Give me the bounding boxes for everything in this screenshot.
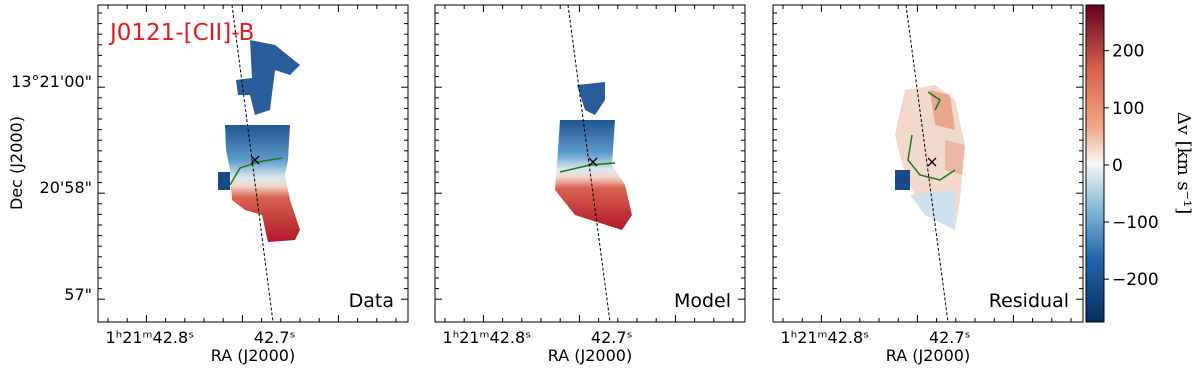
panel-label: Model	[674, 290, 731, 312]
y-tick-label: 13°21'00"	[11, 72, 92, 91]
panel-label: Data	[349, 290, 394, 312]
x-tick-label: 42.7ˢ	[591, 328, 633, 347]
model-map	[555, 82, 632, 230]
x-axis-label: RA (J2000)	[548, 346, 632, 365]
panel-frame	[772, 4, 1084, 323]
y-axis-label: Dec (J2000)	[7, 116, 26, 210]
center-marker	[250, 155, 937, 167]
x-tick-label: 1ʰ21ᵐ42.8ˢ	[443, 328, 532, 347]
colorbar-tick-label: 200	[1112, 42, 1144, 62]
residual-map	[895, 85, 965, 230]
x-tick-label: 42.7ˢ	[254, 328, 296, 347]
panel-frame	[434, 4, 746, 323]
colorbar-tick-label: 0	[1112, 156, 1123, 176]
colorbar	[1085, 4, 1105, 323]
x-tick-label: 1ʰ21ᵐ42.8ˢ	[781, 328, 870, 347]
colorbar-tick-label: −200	[1112, 270, 1159, 290]
panel-frame	[97, 4, 409, 323]
x-tick-label: 1ʰ21ᵐ42.8ˢ	[106, 328, 195, 347]
data-map	[218, 40, 300, 242]
x-axis-label: RA (J2000)	[886, 346, 970, 365]
colorbar-tick-label: 100	[1112, 99, 1144, 119]
figure-title: J0121-[CII]-B	[108, 20, 254, 46]
y-tick-label: 57"	[64, 285, 92, 304]
colorbar-label: Δv [km s⁻¹]	[1173, 112, 1194, 215]
y-tick-label: 20'58"	[40, 178, 92, 197]
colorbar-tick-label: −100	[1112, 213, 1159, 233]
panel-label: Residual	[989, 290, 1069, 312]
kinematic-axis	[231, 4, 949, 323]
x-tick-label: 42.7ˢ	[929, 328, 971, 347]
x-axis-label: RA (J2000)	[211, 346, 295, 365]
